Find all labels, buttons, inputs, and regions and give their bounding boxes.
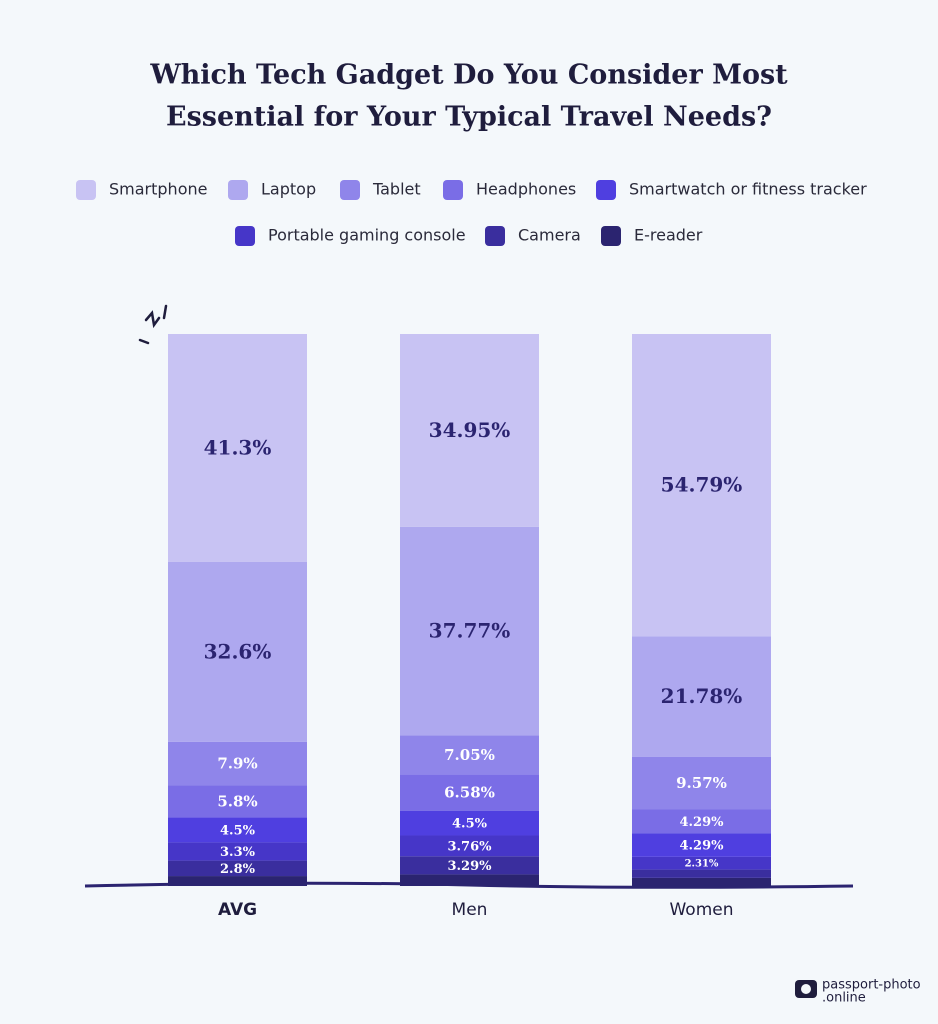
legend-label: Portable gaming console [268, 226, 466, 245]
legend-label: Camera [518, 226, 581, 245]
value-label: 2.31% [685, 859, 719, 870]
value-label: 4.5% [452, 817, 488, 832]
bar-segment [400, 810, 539, 836]
baseline [84, 881, 854, 889]
bar-segment [632, 809, 771, 834]
x-tick-label: Men [452, 900, 488, 920]
bar-segment [632, 756, 771, 810]
value-label: 21.78% [661, 684, 743, 708]
bar-segment [168, 741, 307, 786]
bar-segment [168, 561, 307, 742]
legend-swatch [76, 180, 96, 200]
bar-segment [400, 835, 539, 857]
logo: passport-photo .online [795, 978, 921, 1006]
legend-label: Headphones [476, 180, 576, 199]
bar-segment [632, 877, 771, 886]
value-label: 37.77% [429, 619, 511, 643]
bar-segment [168, 876, 307, 886]
value-label: 3.76% [447, 839, 492, 854]
doodle [138, 304, 168, 345]
bar-segment [168, 817, 307, 843]
legend-label: Tablet [372, 180, 421, 199]
value-label: 5.8% [217, 793, 257, 811]
bar-segment [400, 526, 539, 736]
value-label: 7.9% [217, 755, 257, 773]
legend-swatch [228, 180, 248, 200]
logo-text: passport-photo [822, 978, 921, 993]
bar-segment [632, 856, 771, 870]
value-label: 4.5% [220, 823, 256, 838]
chart-title: Essential for Your Typical Travel Needs? [166, 102, 772, 133]
value-label: 41.3% [204, 435, 272, 459]
value-label: 4.29% [679, 815, 724, 830]
legend-label: Smartwatch or fitness tracker [629, 180, 867, 199]
chart-title: Which Tech Gadget Do You Consider Most [149, 60, 788, 91]
value-label: 32.6% [204, 639, 272, 663]
legend-label: Laptop [261, 180, 316, 199]
legend-label: Smartphone [109, 180, 207, 199]
bar-segment [400, 774, 539, 811]
value-label: 2.8% [220, 862, 256, 877]
bar-segment [168, 842, 307, 861]
x-tick-label: Women [669, 900, 733, 920]
legend-label: E-reader [634, 226, 703, 245]
bar-segment [632, 869, 771, 878]
value-label: 7.05% [444, 746, 495, 764]
value-label: 4.29% [679, 839, 724, 854]
bar-segment [632, 334, 771, 637]
bar-segment [400, 735, 539, 775]
bar-segment [632, 636, 771, 757]
bar-segment [400, 334, 539, 527]
value-label: 54.79% [661, 473, 743, 497]
bar-segment [168, 785, 307, 818]
value-label: 9.57% [676, 774, 727, 792]
bar-segment [632, 833, 771, 857]
legend-swatch [443, 180, 463, 200]
logo-text: .online [822, 991, 866, 1006]
value-label: 34.95% [429, 418, 511, 442]
legend-swatch [235, 226, 255, 246]
legend-swatch [485, 226, 505, 246]
bar-segment [168, 334, 307, 562]
bar-segment [168, 860, 307, 877]
value-label: 6.58% [444, 783, 495, 801]
legend-swatch [601, 226, 621, 246]
value-label: 3.29% [447, 859, 492, 874]
bar-segment [400, 874, 539, 886]
legend-swatch [340, 180, 360, 200]
x-tick-label: AVG [218, 900, 257, 920]
legend-swatch [596, 180, 616, 200]
bar-segment [400, 856, 539, 875]
value-label: 3.3% [220, 845, 256, 860]
